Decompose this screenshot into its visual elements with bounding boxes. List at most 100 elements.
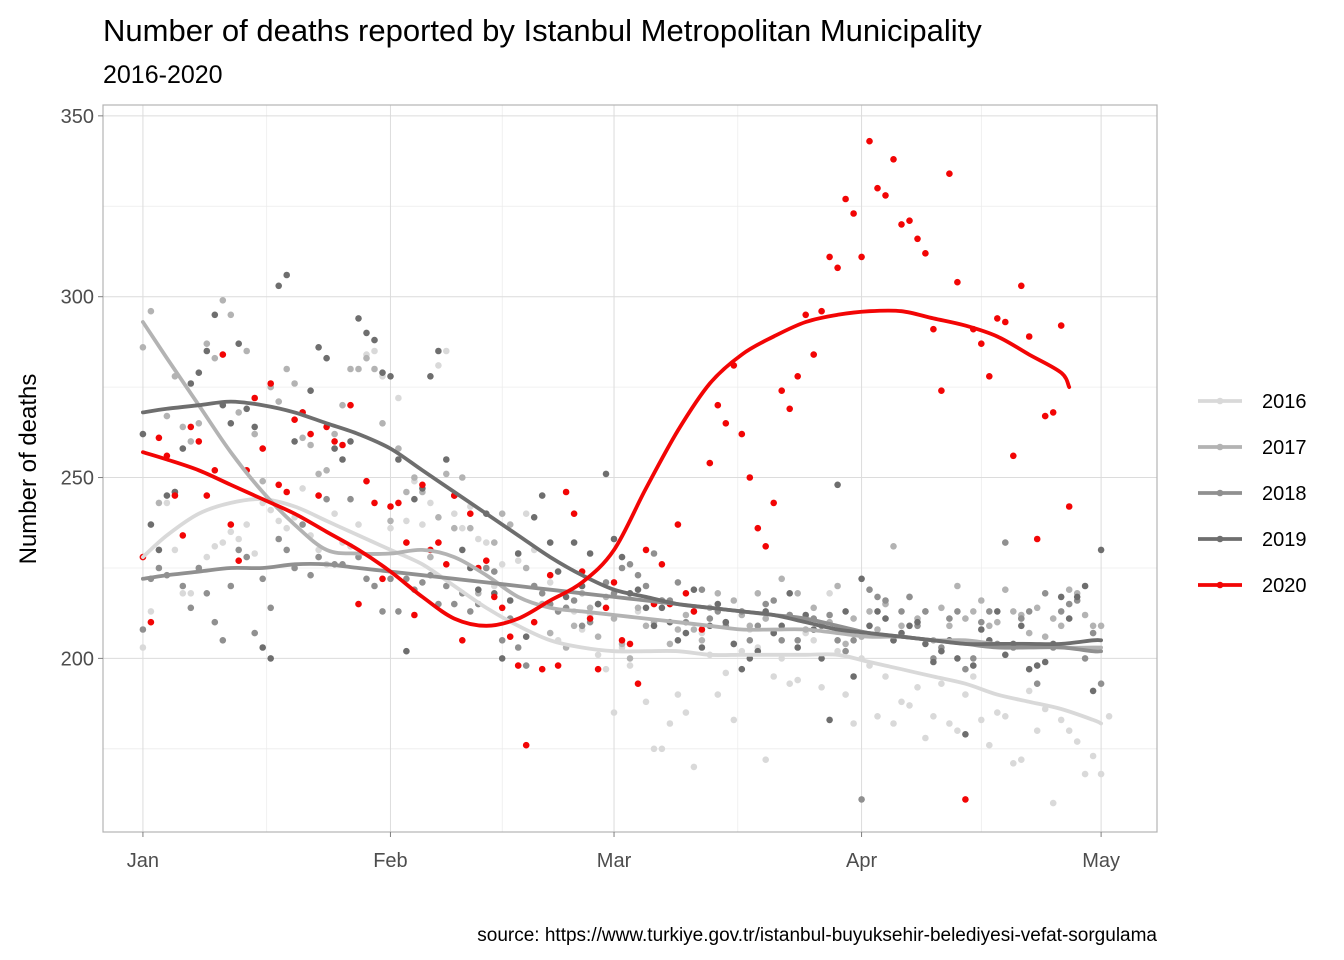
data-point xyxy=(1089,622,1097,630)
data-point xyxy=(570,597,578,604)
data-point xyxy=(259,477,267,485)
data-point xyxy=(211,543,219,550)
data-point xyxy=(203,340,211,348)
data-point xyxy=(842,195,849,203)
data-point xyxy=(395,499,402,507)
data-point xyxy=(978,716,985,724)
data-point xyxy=(347,365,354,373)
data-point xyxy=(179,582,187,590)
data-point xyxy=(890,720,897,727)
y-axis-label: Number of deaths xyxy=(15,374,42,565)
data-point xyxy=(874,608,881,615)
series-2020-points xyxy=(139,137,1073,803)
data-point xyxy=(866,608,873,615)
data-point xyxy=(850,637,857,644)
data-point xyxy=(634,571,642,579)
data-point xyxy=(610,579,618,586)
data-point xyxy=(395,456,402,463)
data-point xyxy=(682,590,690,597)
data-point xyxy=(778,387,785,395)
data-point xyxy=(1033,604,1041,612)
data-point xyxy=(546,629,554,637)
data-point xyxy=(1097,546,1105,554)
data-point xyxy=(427,553,434,561)
data-point xyxy=(978,597,985,604)
data-point xyxy=(626,640,634,648)
data-point xyxy=(682,611,690,619)
data-point xyxy=(762,600,769,608)
data-point xyxy=(235,409,242,416)
data-point xyxy=(946,615,953,622)
data-point xyxy=(746,655,754,662)
data-point xyxy=(962,796,969,803)
caption: source: https://www.turkiye.gov.tr/istan… xyxy=(477,925,1157,946)
y-axis-ticks: 200 250 300 350 xyxy=(61,106,103,670)
data-point xyxy=(171,546,179,554)
data-point xyxy=(994,608,1001,615)
data-point xyxy=(522,633,530,640)
data-point xyxy=(842,608,849,615)
data-point xyxy=(522,564,530,572)
data-point xyxy=(299,434,306,442)
data-point xyxy=(1065,503,1073,510)
data-point xyxy=(307,441,314,449)
data-point xyxy=(674,626,682,633)
data-point xyxy=(858,253,865,261)
data-point xyxy=(706,615,714,622)
data-point xyxy=(323,495,330,503)
data-point xyxy=(411,474,418,481)
data-point xyxy=(682,629,690,637)
data-point xyxy=(738,665,746,673)
data-point xyxy=(794,373,801,380)
data-point xyxy=(970,662,977,669)
data-point xyxy=(363,477,370,485)
legend-item-2019: 2019 xyxy=(1198,529,1307,551)
data-point xyxy=(802,311,809,319)
data-point xyxy=(243,553,250,561)
data-point xyxy=(786,680,793,687)
data-point xyxy=(163,499,171,507)
data-point xyxy=(227,311,235,319)
data-point xyxy=(922,734,929,742)
data-point xyxy=(658,604,666,612)
data-point xyxy=(443,456,450,463)
data-point xyxy=(866,622,873,630)
data-point xyxy=(1065,727,1073,734)
data-point xyxy=(267,506,275,514)
data-point xyxy=(443,470,450,478)
data-point xyxy=(514,644,522,651)
data-point xyxy=(331,510,338,517)
data-point xyxy=(1065,600,1073,608)
data-point xyxy=(411,495,418,503)
data-point xyxy=(323,467,330,474)
data-point xyxy=(459,637,466,644)
data-point xyxy=(634,604,642,612)
data-point xyxy=(371,347,378,355)
legend-key-point xyxy=(1216,397,1224,405)
data-point xyxy=(962,691,969,698)
legend-label: 2019 xyxy=(1262,529,1307,551)
data-point xyxy=(906,622,913,630)
data-point xyxy=(874,593,881,601)
data-point xyxy=(850,210,857,217)
data-point xyxy=(251,394,258,402)
data-point xyxy=(938,680,945,687)
data-point xyxy=(762,756,769,763)
data-point xyxy=(427,373,434,380)
data-point xyxy=(730,640,738,648)
data-point xyxy=(978,340,985,348)
data-point xyxy=(986,608,993,615)
data-point xyxy=(435,539,442,546)
data-point xyxy=(714,600,722,608)
data-point xyxy=(147,618,155,626)
data-point xyxy=(283,365,291,373)
data-point xyxy=(778,575,785,583)
data-point xyxy=(307,387,314,395)
data-point xyxy=(1025,687,1033,695)
plot-panel-border xyxy=(102,104,1158,833)
data-point xyxy=(299,521,306,528)
data-point xyxy=(403,488,410,496)
data-point xyxy=(203,553,211,561)
data-point xyxy=(882,615,889,622)
data-point xyxy=(187,380,195,387)
